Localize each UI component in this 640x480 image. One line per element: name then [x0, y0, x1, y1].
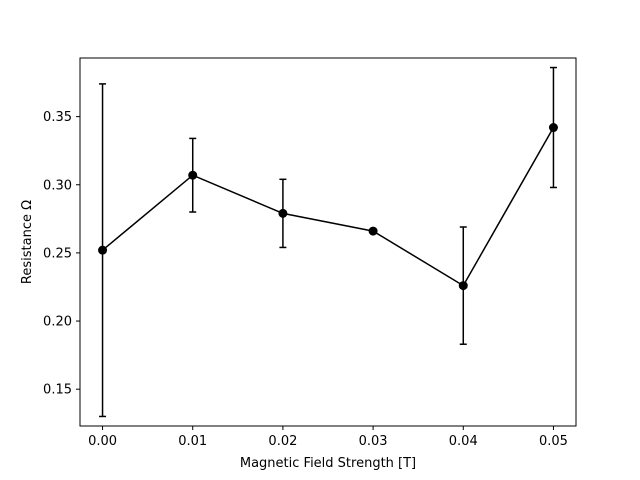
- y-tick-label: 0.15: [43, 383, 72, 398]
- x-tick-label: 0.01: [178, 434, 207, 449]
- data-point: [548, 123, 558, 133]
- y-tick-label: 0.35: [43, 110, 72, 125]
- data-point: [458, 281, 468, 291]
- data-point: [188, 170, 198, 180]
- x-tick-label: 0.02: [268, 434, 297, 449]
- y-axis-label: Resistance Ω: [20, 200, 35, 284]
- x-tick-label: 0.00: [88, 434, 117, 449]
- data-marks: [98, 66, 558, 418]
- x-tick-label: 0.05: [539, 434, 568, 449]
- x-axis-ticks: 0.00 0.01 0.02 0.03 0.04 0.05: [88, 426, 568, 449]
- data-point: [368, 226, 378, 236]
- data-point: [278, 208, 288, 218]
- plot-frame: [79, 57, 577, 427]
- plot-area: [80, 58, 576, 426]
- y-tick-label: 0.25: [43, 246, 72, 261]
- y-axis-ticks: 0.15 0.20 0.25 0.30 0.35: [43, 110, 80, 398]
- y-tick-label: 0.30: [43, 178, 72, 193]
- x-tick-label: 0.03: [359, 434, 388, 449]
- x-tick-label: 0.04: [449, 434, 478, 449]
- y-tick-label: 0.20: [43, 315, 72, 330]
- data-point: [98, 245, 108, 255]
- series-line: [102, 127, 555, 287]
- x-axis-label: Magnetic Field Strength [T]: [240, 456, 416, 471]
